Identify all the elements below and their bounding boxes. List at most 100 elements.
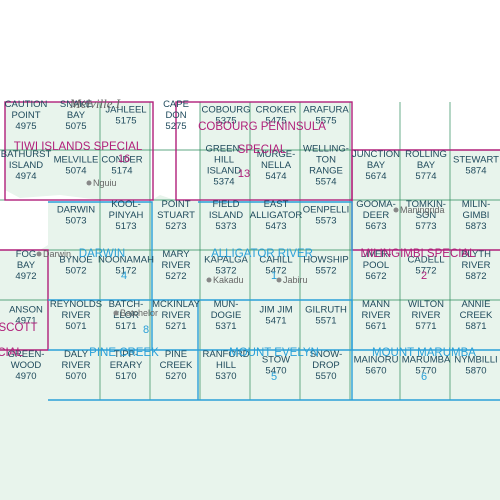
sheet-name: RANGE bbox=[309, 166, 343, 177]
sheet-name: CREEK bbox=[160, 360, 193, 371]
sheet-number: 4972 bbox=[15, 271, 36, 282]
sheet-number: 5375 bbox=[215, 116, 236, 127]
sheet-number: 5271 bbox=[165, 321, 186, 332]
sheet-number: 5771 bbox=[415, 321, 436, 332]
sheet-name: BAY bbox=[367, 160, 386, 171]
sheet-name: MANN bbox=[362, 299, 390, 310]
sheet-name: RIVER bbox=[61, 310, 90, 321]
sheet-name: DON bbox=[165, 110, 186, 121]
sheet-number: 5471 bbox=[265, 316, 286, 327]
sheet-number: 5770 bbox=[415, 366, 436, 377]
sheet-name: GOOMA- bbox=[356, 199, 396, 210]
sheet-number: 5272 bbox=[165, 271, 186, 282]
sheet-name: COBOURG bbox=[201, 105, 250, 116]
sheet-number: 5170 bbox=[115, 371, 136, 382]
sheet-name: BATHURST bbox=[1, 149, 52, 160]
sheet-number: 5073 bbox=[65, 216, 86, 227]
sheet-name: POINT bbox=[161, 199, 190, 210]
sheet-name: RIVER bbox=[411, 310, 440, 321]
region-number: 1 bbox=[271, 270, 277, 282]
region-number: 8 bbox=[143, 324, 149, 336]
town-name: Jabiru bbox=[283, 275, 308, 285]
sheet-number: 5674 bbox=[365, 171, 386, 182]
region-name: SPECIAL bbox=[238, 144, 287, 156]
melville-island-label: Melville I bbox=[69, 96, 121, 111]
sheet-number: 4970 bbox=[15, 371, 36, 382]
sheet-name: KAPALGA bbox=[204, 255, 248, 266]
region-boundaries bbox=[0, 101, 500, 401]
sheet-name: JUNCTION bbox=[352, 149, 400, 160]
sheet-name: SNOW- bbox=[310, 349, 343, 360]
sheet-number: 5570 bbox=[315, 371, 336, 382]
sheet-number: 5374 bbox=[213, 177, 234, 188]
sheet-name: HILL bbox=[214, 155, 234, 166]
sheet-number: 5673 bbox=[365, 221, 386, 232]
sheet-number: 5273 bbox=[165, 221, 186, 232]
sheet-name: LIVER- bbox=[361, 249, 392, 260]
sheet-name: OENPELLI bbox=[303, 205, 349, 216]
sheet-name: STUART bbox=[157, 210, 195, 221]
sheet-name: DALY bbox=[64, 349, 89, 360]
sheet-number: 5874 bbox=[465, 166, 486, 177]
region-name: PINE CREEK bbox=[89, 347, 159, 359]
region-name: COBOURG PENINSULA bbox=[198, 121, 326, 133]
town-dot bbox=[113, 310, 119, 316]
sheet-number: 5172 bbox=[115, 266, 136, 277]
